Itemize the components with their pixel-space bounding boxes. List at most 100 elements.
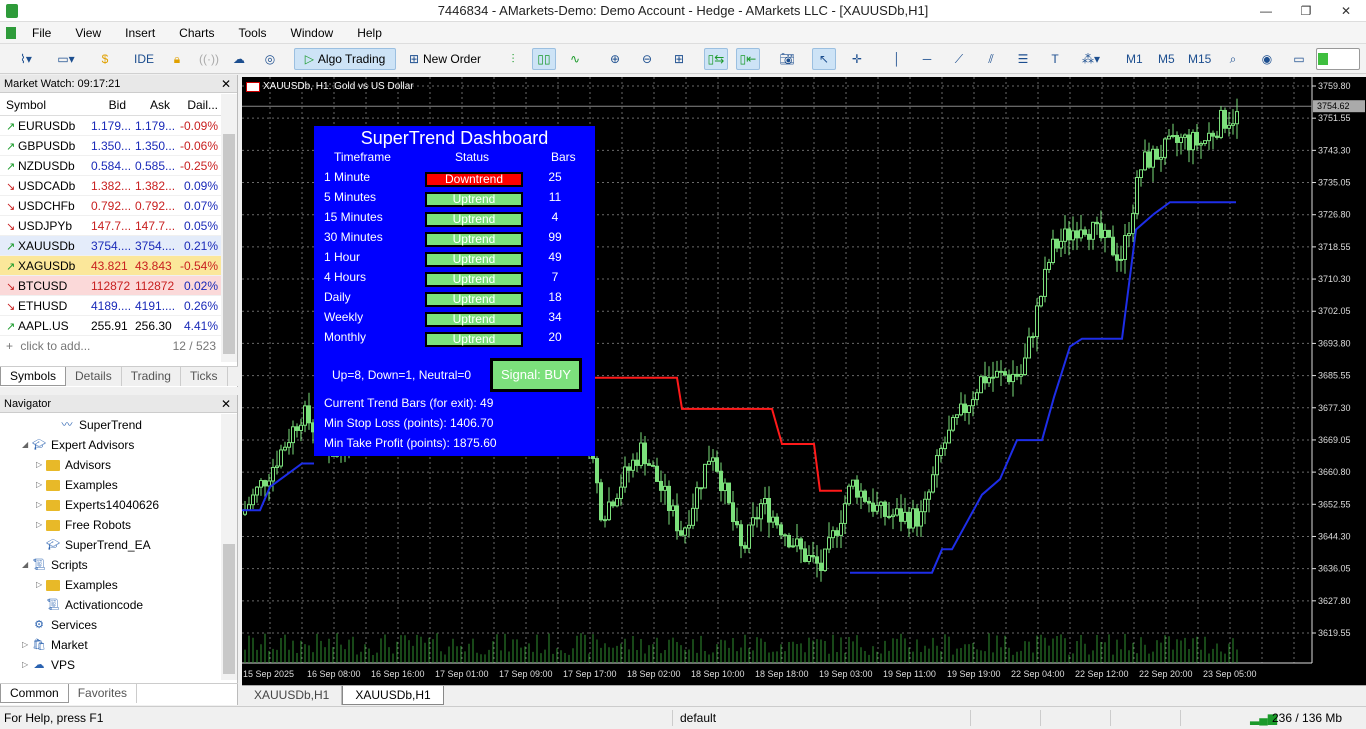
tab-symbols[interactable]: Symbols <box>0 367 67 386</box>
screenshot-icon[interactable]: 📷︎ <box>779 52 795 66</box>
signal-icon[interactable]: ((·)) <box>199 52 219 66</box>
market-watch-row[interactable]: ↘ USDCHFb 0.792... 0.792... 0.07% <box>0 196 222 216</box>
add-symbol-field[interactable]: click to add... <box>20 339 91 353</box>
navigator-item[interactable]: ▷ Examples <box>36 475 118 495</box>
expand-icon[interactable]: ▷ <box>36 580 43 589</box>
market-watch-row[interactable]: ↗ AAPL.US 255.91 256.30 4.41% <box>0 316 222 336</box>
zoom-out-icon[interactable]: ⊖ <box>641 52 653 66</box>
timeframe-m1[interactable]: M1 <box>1126 52 1143 66</box>
expand-icon[interactable]: ▷ <box>22 660 29 669</box>
column-bid[interactable]: Bid <box>108 98 126 112</box>
navigator-item[interactable]: ⚙ Services <box>22 615 97 635</box>
cloud-icon[interactable]: ☁ <box>233 52 245 66</box>
text-icon[interactable]: T <box>1051 52 1059 66</box>
expand-icon[interactable]: ▷ <box>36 460 43 469</box>
market-watch-row[interactable]: ↘ BTCUSD 112872 112872 0.02% <box>0 276 222 296</box>
money-icon[interactable]: $ <box>101 52 109 66</box>
time-tick-label: 23 Sep 05:00 <box>1203 669 1257 679</box>
memory-usage: 236 / 136 Mb <box>1272 711 1343 725</box>
market-watch-row[interactable]: ↗ EURUSDb 1.179... 1.179... -0.09% <box>0 116 222 136</box>
chart-shift-icon[interactable]: ▯⇤ <box>736 48 760 70</box>
tab-ticks[interactable]: Ticks <box>181 367 228 386</box>
tab-common[interactable]: Common <box>0 684 69 703</box>
navigator-item[interactable]: ▷ 🛍︎ Market <box>22 635 88 655</box>
line-chart-icon[interactable]: ∿ <box>569 52 581 66</box>
navigator-item[interactable]: ▷ Free Robots <box>36 515 131 535</box>
expand-icon[interactable]: ▷ <box>22 640 29 649</box>
menu-tools[interactable]: Tools <box>238 26 267 40</box>
channel-icon[interactable]: ⫽ <box>988 51 994 66</box>
tab-details[interactable]: Details <box>66 367 122 386</box>
navigator-item[interactable]: ◢ 🎓︎ Expert Advisors <box>22 435 134 455</box>
navigator-item[interactable]: ▷ ☁ VPS <box>22 655 75 675</box>
column-daily-change[interactable]: Dail... <box>187 98 218 112</box>
market-watch-row[interactable]: ↘ ETHUSD 4189.... 4191.... 0.26% <box>0 296 222 316</box>
chart-tab-2[interactable]: XAUUSDb,H1 <box>342 686 444 705</box>
vertical-line-icon[interactable]: │ <box>893 52 901 66</box>
market-watch-row[interactable]: ↗ XAUUSDb 3754.... 3754.... 0.21% <box>0 236 222 256</box>
market-watch-row[interactable]: ↘ USDCADb 1.382... 1.382... 0.09% <box>0 176 222 196</box>
account-icon[interactable]: ◉ <box>1261 52 1273 66</box>
expand-icon[interactable]: ▷ <box>36 480 43 489</box>
cursor-icon[interactable]: ↖ <box>812 48 836 70</box>
timeframe-m5[interactable]: M5 <box>1158 52 1175 66</box>
navigator-item[interactable]: ▷ Advisors <box>36 455 111 475</box>
menu-view[interactable]: View <box>75 26 102 40</box>
time-tick-label: 18 Sep 18:00 <box>755 669 809 679</box>
horizontal-line-icon[interactable]: ─ <box>922 52 932 66</box>
navigator-item[interactable]: ◢ 📜︎ Scripts <box>22 555 88 575</box>
ask-cell: 43.843 <box>135 259 172 273</box>
expand-icon[interactable]: ▷ <box>36 500 43 509</box>
trendline-icon[interactable]: ⟋ <box>954 51 964 66</box>
crosshair-icon[interactable]: ✛ <box>851 52 863 66</box>
search-icon[interactable]: ⌕ <box>1229 51 1237 66</box>
auto-scroll-icon[interactable]: ▯⇆ <box>704 48 728 70</box>
algo-trading-button[interactable]: ▷ Algo Trading <box>294 48 396 70</box>
column-ask[interactable]: Ask <box>149 98 170 112</box>
fibonacci-icon[interactable]: ☰ <box>1017 52 1029 66</box>
navigator-item[interactable]: 🎓︎ SuperTrend_EA <box>46 538 151 552</box>
vps-toolbar-icon[interactable]: ◎ <box>264 52 276 66</box>
dashboard-status: Uptrend <box>425 192 523 207</box>
navigator-item[interactable]: 〰 SuperTrend <box>61 418 142 432</box>
market-watch-row[interactable]: ↘ USDJPYb 147.7... 147.7... 0.05% <box>0 216 222 236</box>
new-order-button[interactable]: ⊞ New Order <box>408 52 482 66</box>
timeframe-m15[interactable]: M15 <box>1188 52 1212 66</box>
chart-grid <box>242 77 1312 663</box>
collapse-icon[interactable]: ◢ <box>22 440 29 449</box>
close-button[interactable]: ✕ <box>1340 4 1352 18</box>
market-watch-scrollbar[interactable] <box>221 94 237 362</box>
close-icon[interactable]: ✕ <box>220 397 231 411</box>
tab-trading[interactable]: Trading <box>122 367 181 386</box>
menu-help[interactable]: Help <box>357 26 382 40</box>
menu-file[interactable]: File <box>32 26 52 40</box>
profiles-icon[interactable]: ▭▾ <box>57 52 75 66</box>
chart-tab-1[interactable]: XAUUSDb,H1 <box>242 686 343 705</box>
tile-windows-icon[interactable]: ⊞ <box>673 52 685 66</box>
navigator-scrollbar[interactable] <box>221 414 237 680</box>
minimize-button[interactable]: — <box>1260 4 1272 18</box>
collapse-icon[interactable]: ◢ <box>22 560 29 569</box>
ide-button[interactable]: IDE <box>134 52 155 66</box>
menu-window[interactable]: Window <box>290 26 334 40</box>
navigator-item[interactable]: ▷ Examples <box>36 575 118 595</box>
restore-button[interactable]: ❐ <box>1300 4 1312 18</box>
zoom-in-icon[interactable]: ⊕ <box>609 52 621 66</box>
lock-icon[interactable]: 🔒︎ <box>173 51 181 66</box>
market-watch-panel: Market Watch: 09:17:21 ✕ Symbol Bid Ask … <box>0 75 238 387</box>
bar-chart-icon[interactable]: ⫶ <box>511 51 515 66</box>
market-watch-row[interactable]: ↗ GBPUSDb 1.350... 1.350... -0.06% <box>0 136 222 156</box>
shapes-icon[interactable]: ⁂▾ <box>1081 52 1101 66</box>
tab-favorites[interactable]: Favorites <box>69 684 138 703</box>
new-chart-icon[interactable]: ⌇▾ <box>20 52 32 66</box>
candlestick-icon[interactable]: ▯▯ <box>532 48 556 70</box>
column-symbol[interactable]: Symbol <box>6 98 47 112</box>
market-watch-row[interactable]: ↗ NZDUSDb 0.584... 0.585... -0.25% <box>0 156 222 176</box>
menu-charts[interactable]: Charts <box>179 26 215 40</box>
navigator-item[interactable]: 📜︎ Activationcode <box>46 598 144 612</box>
expand-icon[interactable]: ▷ <box>36 520 43 529</box>
navigator-item[interactable]: ▷ Experts14040626 <box>36 495 159 515</box>
menu-insert[interactable]: Insert <box>125 26 156 40</box>
market-watch-row[interactable]: ↗ XAGUSDb 43.821 43.843 -0.54% <box>0 256 222 276</box>
close-icon[interactable]: ✕ <box>220 77 231 91</box>
